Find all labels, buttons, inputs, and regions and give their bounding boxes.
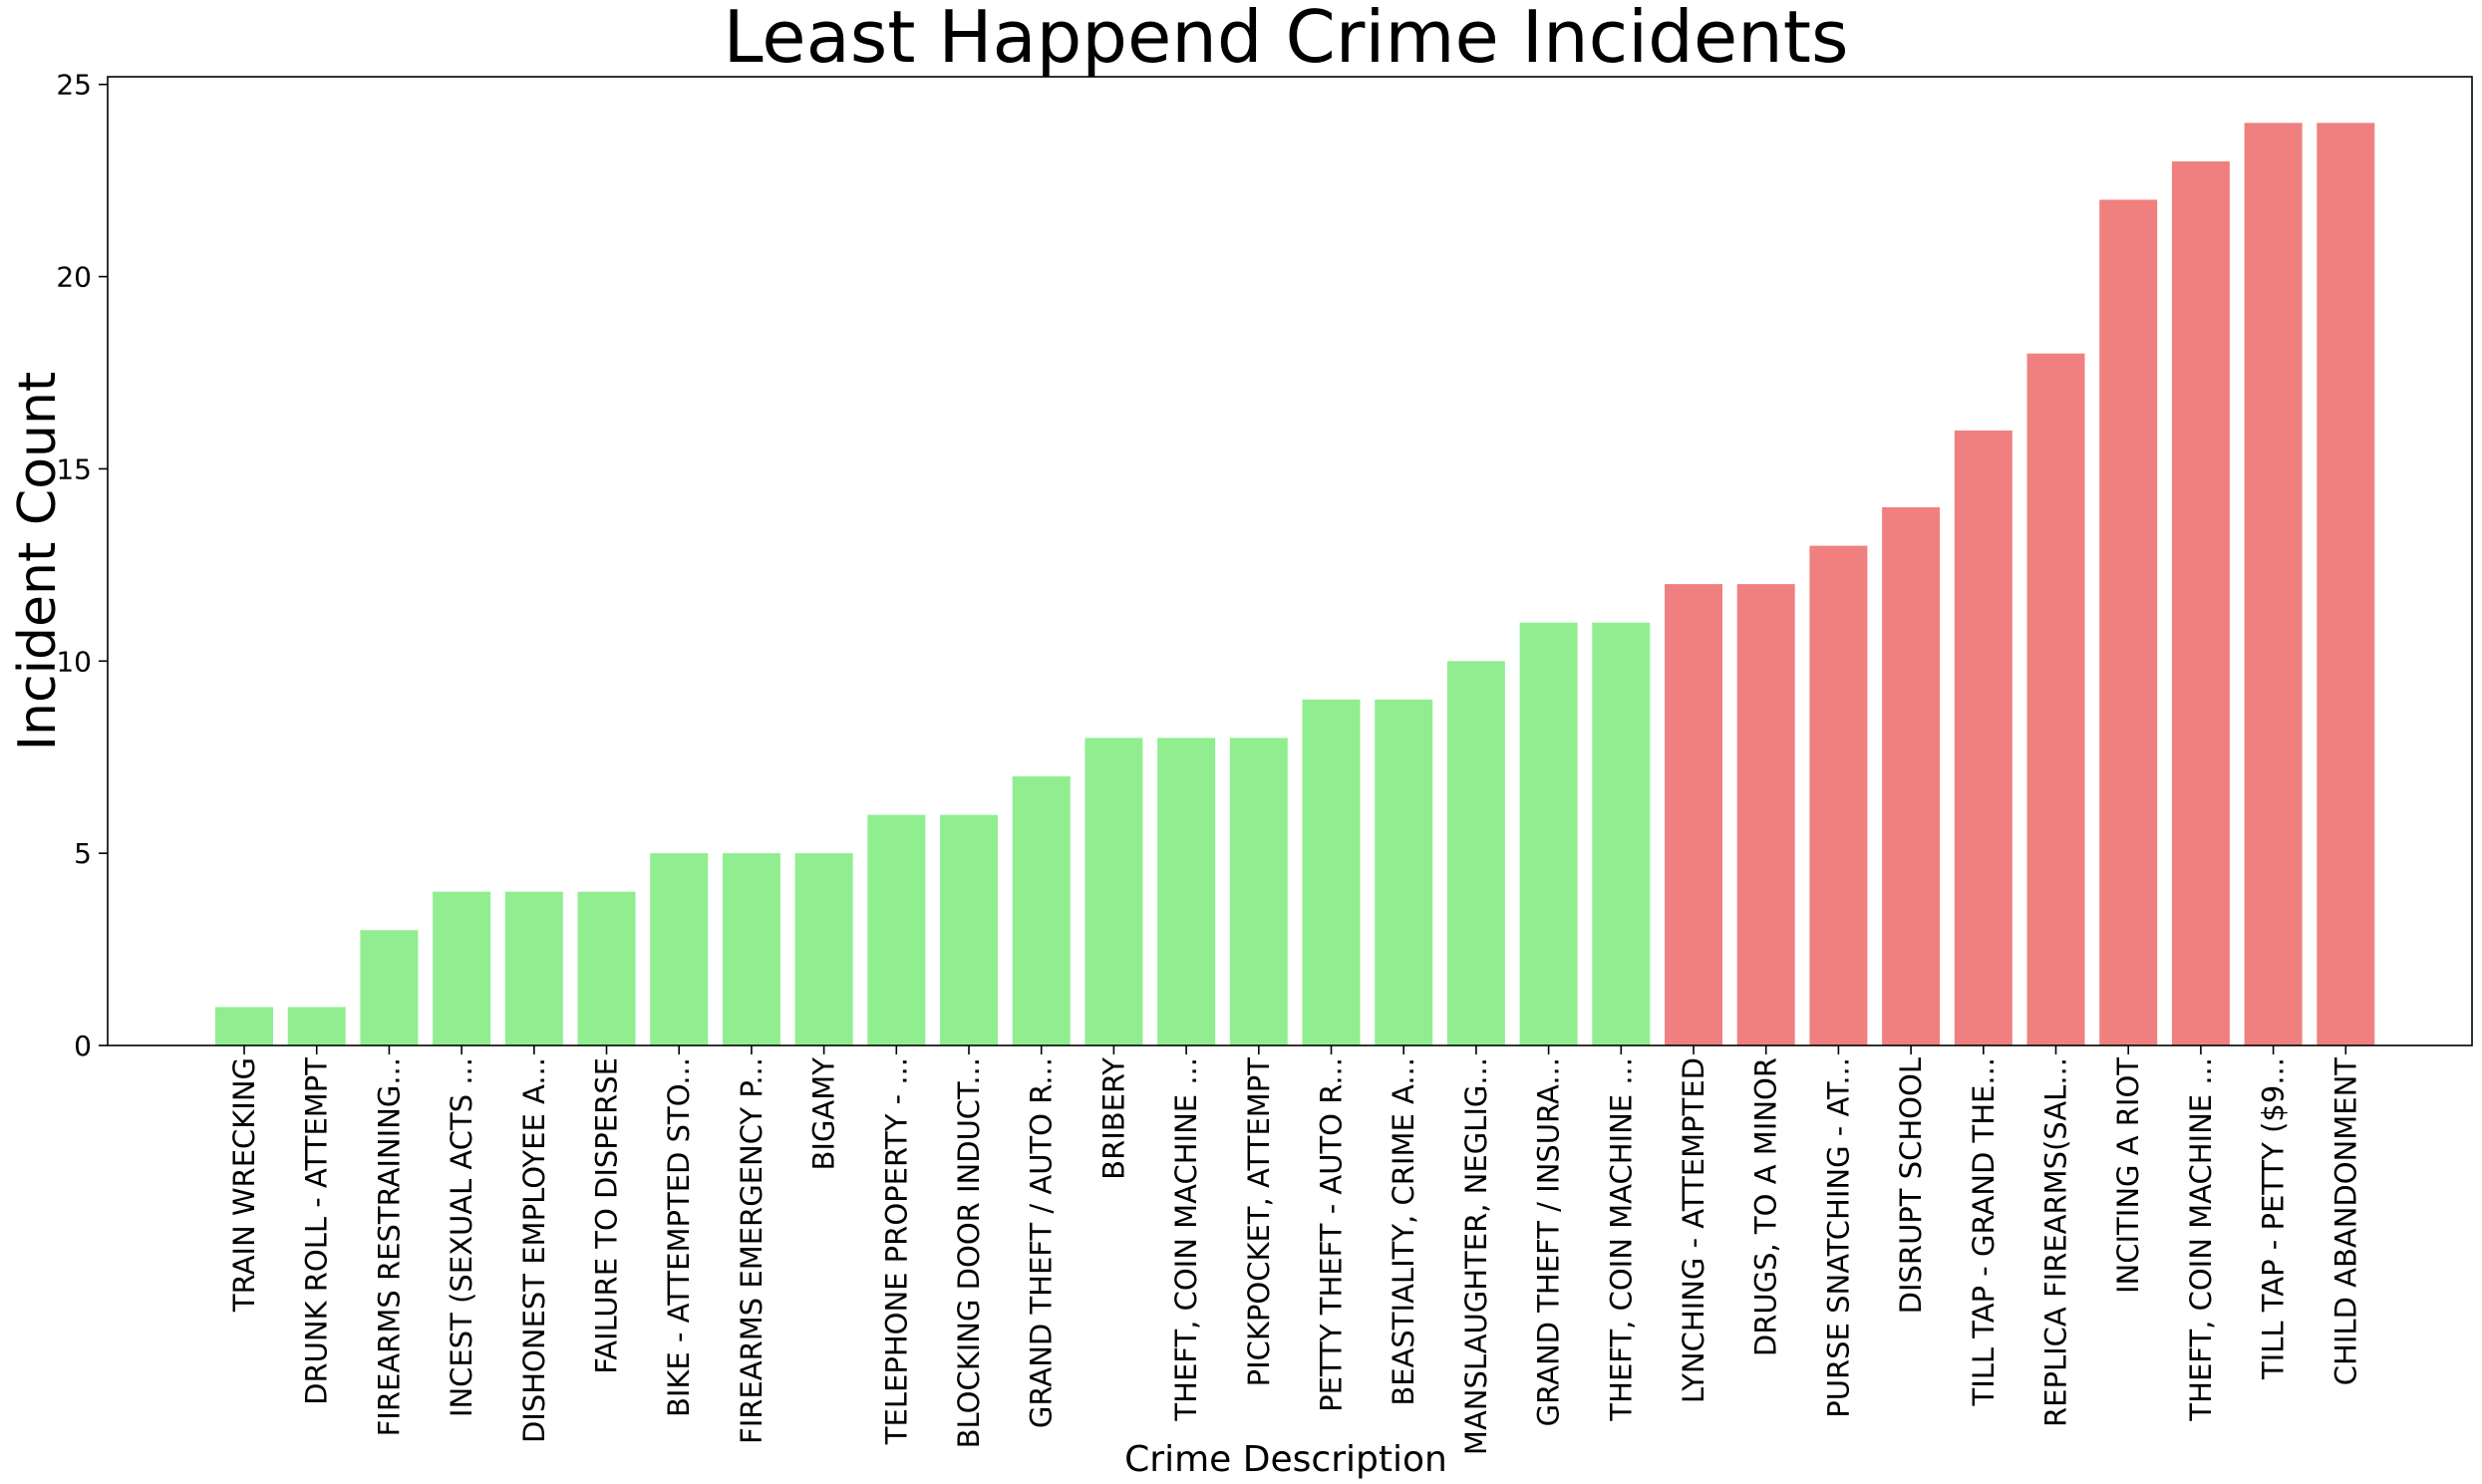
x-tick-label: REPLICA FIREARMS(SAL... xyxy=(2039,1057,2073,1427)
y-tick-label: 25 xyxy=(56,69,92,102)
bar xyxy=(433,891,491,1045)
x-tick-label: GRAND THEFT / INSURA... xyxy=(1532,1057,1566,1426)
bar xyxy=(1157,738,1216,1045)
x-tick-label: GRAND THEFT / AUTO R... xyxy=(1025,1057,1059,1428)
bar xyxy=(1375,699,1433,1045)
bar xyxy=(2244,123,2303,1046)
x-tick-label: PICKPOCKET, ATTEMPT xyxy=(1242,1057,1276,1387)
y-tick-label: 20 xyxy=(56,261,92,294)
bar xyxy=(2026,353,2085,1045)
y-tick-label: 15 xyxy=(56,452,92,485)
x-tick-label: TRAIN WRECKING xyxy=(227,1057,261,1313)
y-tick-label: 0 xyxy=(74,1030,92,1062)
bar xyxy=(1302,699,1361,1045)
y-axis: 0 5 10 15 20 25 xyxy=(56,69,108,1062)
bar xyxy=(1229,738,1288,1045)
bar xyxy=(1954,430,2013,1045)
bar xyxy=(1592,622,1651,1045)
chart-title: Least Happend Crime Incidents xyxy=(723,0,1848,79)
x-tick-label: CHILD ABANDONMENT xyxy=(2328,1057,2362,1385)
x-tick-label: FIREARMS RESTRAINING... xyxy=(372,1057,406,1436)
x-tick-label: MANSLAUGHTER, NEGLIG... xyxy=(1459,1057,1493,1455)
x-tick-label: BEASTIALITY, CRIME A... xyxy=(1387,1057,1420,1406)
x-tick-label: INCITING A RIOT xyxy=(2111,1057,2145,1294)
bar xyxy=(1882,507,1941,1045)
x-tick-label: FIREARMS EMERGENCY P... xyxy=(735,1057,769,1444)
bar xyxy=(794,853,853,1045)
x-tick-label: BIGAMY xyxy=(807,1057,841,1171)
x-tick-label: LYNCHING - ATTEMPTED xyxy=(1677,1057,1710,1403)
x-tick-label: TILL TAP - PETTY ($9... xyxy=(2257,1057,2291,1380)
bar xyxy=(1446,661,1505,1045)
bar xyxy=(650,853,709,1045)
x-tick-label: FAILURE TO DISPERSE xyxy=(590,1057,624,1374)
x-tick-label: THEFT, COIN MACHINE ... xyxy=(2184,1057,2218,1422)
x-axis: TRAIN WRECKING DRUNK ROLL - ATTEMPT FIREAR… xyxy=(227,1045,2362,1455)
x-tick-label: PURSE SNATCHING - AT... xyxy=(1821,1057,1855,1418)
bar xyxy=(1736,584,1795,1045)
x-tick-label: THEFT, COIN MACHINE ... xyxy=(1604,1057,1638,1422)
x-tick-label: DISHONEST EMPLOYEE A... xyxy=(517,1057,551,1443)
bar xyxy=(2171,160,2230,1045)
x-tick-label: THEFT, COIN MACHINE ... xyxy=(1169,1057,1203,1422)
x-axis-label: Crime Description xyxy=(1124,1439,1447,1480)
x-tick-label: BRIBERY xyxy=(1096,1057,1130,1180)
y-axis-label: Incident Count xyxy=(8,372,68,751)
x-tick-label: TELEPHONE PROPERTY - ... xyxy=(879,1057,913,1445)
bar xyxy=(1085,738,1143,1045)
bar xyxy=(1519,622,1578,1045)
bar xyxy=(577,891,636,1045)
bar xyxy=(867,814,926,1045)
y-tick-label: 10 xyxy=(56,645,92,678)
x-tick-label: DISRUPT SCHOOL xyxy=(1894,1057,1928,1314)
x-tick-label: TILL TAP - GRAND THE... xyxy=(1967,1057,2001,1407)
bar xyxy=(940,814,998,1045)
x-tick-label: DRUNK ROLL - ATTEMPT xyxy=(300,1057,334,1405)
bar xyxy=(722,853,780,1045)
x-tick-label: DRUGS, TO A MINOR xyxy=(1749,1057,1783,1356)
x-tick-label: INCEST (SEXUAL ACTS ... xyxy=(445,1057,478,1417)
x-tick-label: BIKE - ATTEMPTED STO... xyxy=(662,1057,696,1417)
bar xyxy=(360,930,419,1045)
bar xyxy=(1012,776,1071,1045)
bar xyxy=(1665,584,1722,1045)
bar xyxy=(504,891,563,1045)
bar xyxy=(2099,199,2158,1045)
x-tick-label: BLOCKING DOOR INDUCT... xyxy=(952,1057,986,1448)
bar xyxy=(215,1007,273,1045)
x-tick-label: PETTY THEFT - AUTO R... xyxy=(1315,1057,1349,1412)
plot-frame xyxy=(107,76,2473,1046)
y-tick-label: 5 xyxy=(74,837,92,870)
bar xyxy=(287,1007,346,1045)
bar xyxy=(1809,545,1868,1045)
bar xyxy=(2317,123,2375,1046)
bars xyxy=(215,123,2375,1046)
